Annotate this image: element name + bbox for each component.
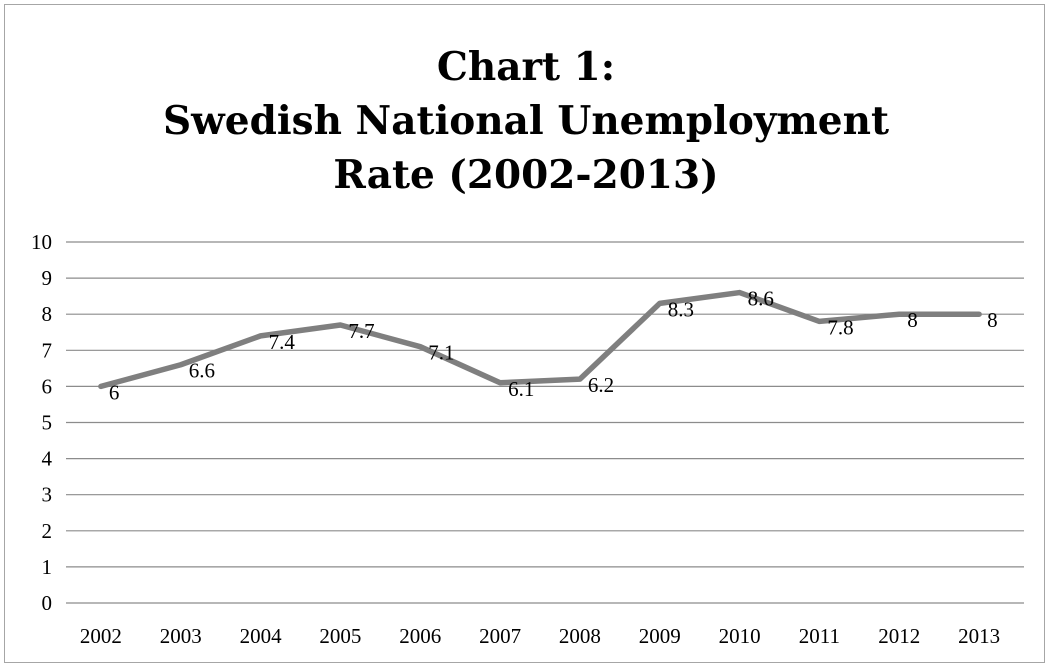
gridlines xyxy=(66,241,1024,604)
data-label: 8 xyxy=(987,308,998,332)
x-tick-label: 2013 xyxy=(958,624,1000,648)
x-tick-label: 2007 xyxy=(479,624,521,648)
x-tick-label: 2004 xyxy=(240,624,283,648)
chart-title: Chart 1: Swedish National Unemployment R… xyxy=(0,40,1052,202)
x-axis: 2002 2003 2004 2005 2006 2007 2008 2009 2010 2011… xyxy=(80,624,1000,648)
x-tick-label: 2008 xyxy=(559,624,601,648)
y-tick-label: 9 xyxy=(42,266,53,290)
data-label: 7.1 xyxy=(428,341,454,365)
y-tick-label: 4 xyxy=(42,447,53,471)
y-tick-label: 2 xyxy=(42,519,53,543)
x-tick-label: 2005 xyxy=(319,624,361,648)
chart-title-line-1: Chart 1: xyxy=(436,44,616,90)
x-tick-label: 2011 xyxy=(799,624,840,648)
y-tick-label: 8 xyxy=(42,302,53,326)
data-label: 8.6 xyxy=(748,287,774,311)
x-tick-label: 2006 xyxy=(399,624,441,648)
series-layer xyxy=(98,289,982,390)
data-labels: 6 6.6 7.4 7.7 7.1 6.1 6.2 8.3 8.6 7.8 8 8 xyxy=(109,287,998,405)
data-label: 6.6 xyxy=(189,359,215,383)
x-tick-label: 2009 xyxy=(639,624,681,648)
x-tick-label: 2012 xyxy=(878,624,920,648)
y-tick-label: 10 xyxy=(31,230,52,254)
y-tick-label: 0 xyxy=(42,591,53,615)
x-tick-label: 2010 xyxy=(719,624,761,648)
data-label: 8.3 xyxy=(668,297,694,321)
chart-title-line-2: Swedish National Unemployment xyxy=(163,98,889,144)
chart-title-line-3: Rate (2002-2013) xyxy=(333,152,719,198)
data-label: 7.7 xyxy=(348,319,374,343)
series-line xyxy=(98,289,982,390)
y-tick-label: 6 xyxy=(42,374,53,398)
y-tick-label: 3 xyxy=(42,483,53,507)
data-label: 7.4 xyxy=(269,330,296,354)
y-tick-label: 7 xyxy=(42,338,53,362)
y-tick-label: 5 xyxy=(42,411,53,435)
data-label: 8 xyxy=(907,308,918,332)
chart-frame xyxy=(4,4,1045,663)
y-tick-label: 1 xyxy=(42,555,53,579)
x-tick-label: 2002 xyxy=(80,624,122,648)
data-label: 6.1 xyxy=(508,377,534,401)
data-label: 7.8 xyxy=(827,315,853,339)
x-tick-label: 2003 xyxy=(160,624,202,648)
y-axis: 0 1 2 3 4 5 6 7 8 9 10 xyxy=(31,230,53,615)
data-label: 6.2 xyxy=(588,373,614,397)
data-label: 6 xyxy=(109,380,120,404)
